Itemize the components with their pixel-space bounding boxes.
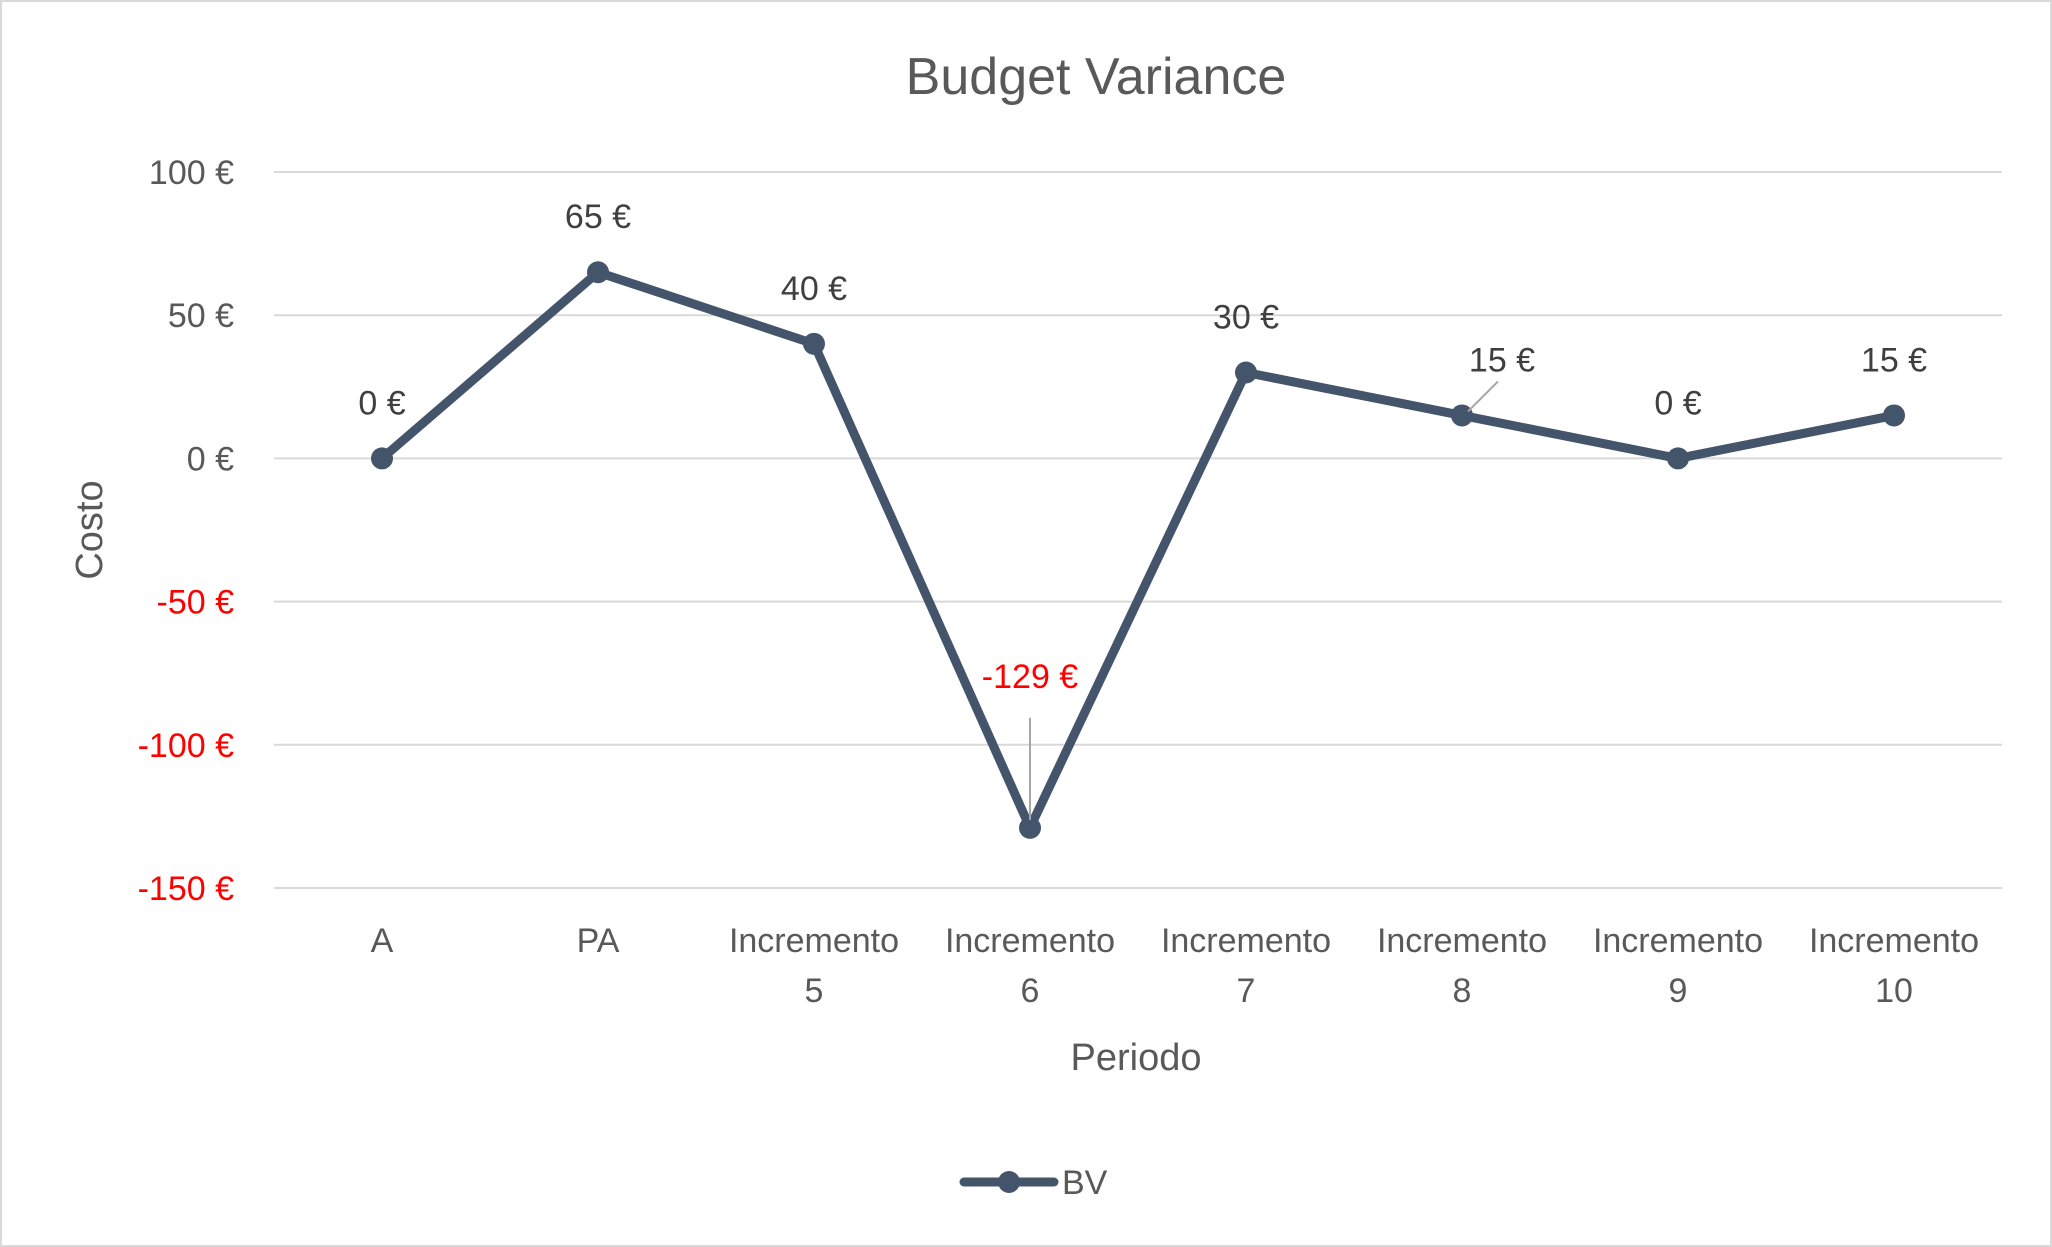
data-point [803, 332, 825, 355]
x-tick-label: A [371, 922, 394, 960]
data-label: 40 € [781, 270, 847, 308]
data-point [1883, 404, 1905, 427]
legend-entry-bv: BV [1062, 1164, 1108, 1202]
y-axis-ticks: 100 € 50 € 0 € -50 € -100 € -150 € [138, 154, 234, 908]
y-tick-label: 0 € [187, 440, 234, 478]
data-label: 15 € [1469, 341, 1535, 379]
legend-swatch-marker [998, 1171, 1020, 1193]
x-tick-label: Incremento 5 [729, 922, 899, 1010]
data-label: 0 € [358, 384, 405, 422]
data-point [371, 447, 393, 470]
data-label: 0 € [1654, 384, 1701, 422]
x-tick-label: Incremento 10 [1809, 922, 1979, 1010]
legend: BV [959, 1164, 1108, 1202]
data-label: 30 € [1213, 298, 1279, 336]
data-point [1667, 447, 1689, 470]
y-axis-label: Costo [69, 480, 111, 579]
series-bv [371, 261, 1905, 839]
data-point [1451, 404, 1473, 427]
x-axis-label: Periodo [1071, 1037, 1202, 1079]
y-tick-label: -50 € [157, 584, 235, 622]
data-point [587, 261, 609, 284]
gridlines [274, 171, 2002, 889]
chart-title: Budget Variance [906, 48, 1287, 106]
x-tick-label: Incremento 8 [1377, 922, 1547, 1010]
data-labels: 0 € 65 € 40 € -129 € 30 € 15 € 0 € 15 € [358, 198, 1927, 820]
data-point [1019, 816, 1041, 839]
y-tick-label: 50 € [168, 297, 234, 335]
data-label: -129 € [982, 658, 1078, 696]
x-tick-label: Incremento 9 [1593, 922, 1763, 1010]
label-leader-line [1467, 380, 1499, 413]
y-tick-label: -150 € [138, 870, 234, 908]
x-tick-label: Incremento 7 [1161, 922, 1331, 1010]
y-tick-label: 100 € [149, 154, 234, 192]
data-label: 15 € [1861, 341, 1927, 379]
data-label: 65 € [565, 198, 631, 236]
series-line-bv [377, 267, 1899, 833]
x-tick-label: PA [577, 922, 620, 960]
x-axis-ticks: A PA Incremento 5 Incremento 6 Incremento 7 Incr… [371, 922, 1979, 1010]
y-tick-label: -100 € [138, 727, 234, 765]
data-point [1235, 361, 1257, 384]
x-tick-label: Incremento 6 [945, 922, 1115, 1010]
